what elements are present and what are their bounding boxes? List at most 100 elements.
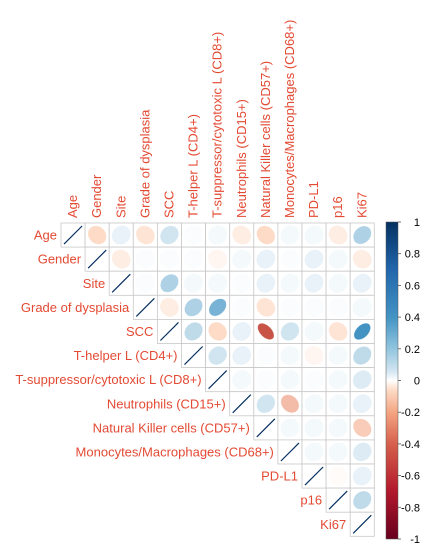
ellipse-8-12 [352,418,372,438]
ellipse-5-9 [280,345,300,366]
ellipse-10-11 [328,466,349,486]
ellipse-3-5 [184,298,203,317]
ellipse-0-5 [183,225,204,245]
ellipse-3-9 [280,297,300,318]
col-label-1: Gender [89,174,104,218]
row-label-7: Neutrophils (CD15+) [107,396,226,411]
diagonal-mark-12 [352,514,372,534]
colorbar-tick-label: -0.2 [401,407,420,419]
col-label-5: T-helper L (CD4+) [186,114,201,218]
ellipse-0-8 [256,225,276,245]
ellipse-8-9 [280,418,300,438]
row-label-6: T-suppressor/cytotoxic L (CD8+) [15,372,201,387]
ellipse-1-7 [231,249,252,269]
ellipse-0-3 [135,225,155,245]
ellipse-1-8 [256,249,276,269]
ellipse-11-12 [352,490,372,510]
diagonal-mark-7 [232,394,252,414]
ellipse-1-12 [352,249,372,269]
ellipse-0-11 [328,225,348,245]
ellipse-6-12 [352,370,372,390]
ellipse-2-10 [304,273,324,293]
ellipse-1-4 [159,249,180,270]
col-label-6: T-suppressor/cytotoxic L (CD8+) [210,32,225,218]
ellipse-2-11 [328,273,348,294]
ellipse-7-10 [304,393,324,414]
ellipse-2-8 [256,273,276,293]
diagonal-mark-6 [208,370,228,390]
ellipse-0-12 [353,225,372,245]
ellipse-2-12 [352,273,372,293]
diagonal-mark-2 [111,273,131,293]
diagonal-mark-1 [87,249,107,269]
ellipse-1-10 [304,249,324,269]
ellipse-1-6 [207,249,228,269]
diagonal-mark-4 [159,321,179,341]
colorbar-tick-label: 0.2 [405,344,420,356]
colorbar-tick-label: 1 [414,217,420,229]
ellipse-4-8 [257,323,275,340]
ellipse-6-10 [304,369,324,390]
ellipse-5-7 [232,345,252,366]
ellipse-4-6 [208,321,228,341]
ellipse-5-6 [208,346,228,366]
ellipse-10-12 [352,466,372,486]
ellipse-7-12 [352,394,372,414]
ellipse-8-11 [328,418,348,438]
colorbar-tick-label: 0.6 [405,280,420,292]
row-label-12: Ki67 [320,517,346,532]
col-label-10: PD-L1 [306,181,321,218]
colorbar-gradient [385,221,399,540]
ellipse-7-9 [280,394,300,413]
diagonal-mark-11 [328,490,348,510]
ellipse-9-11 [328,442,348,462]
row-label-8: Natural Killer cells (CD57+) [93,420,250,435]
ellipse-6-9 [280,369,300,390]
col-label-11: p16 [330,196,345,218]
colorbar-tick-label: 0 [414,376,420,388]
ellipse-3-7 [231,297,252,318]
ellipse-2-4 [160,274,179,293]
ellipse-6-8 [255,369,276,390]
ellipse-9-10 [304,442,324,462]
ellipse-9-12 [352,442,372,462]
row-label-1: Gender [38,252,82,267]
col-label-3: Grade of dysplasia [137,109,152,218]
row-label-5: T-helper L (CD4+) [74,348,178,363]
diagonal-mark-9 [280,442,300,462]
col-label-12: Ki67 [354,192,369,218]
col-label-0: Age [65,195,80,218]
ellipse-3-6 [208,298,227,317]
col-label-8: Natural Killer cells (CD57+) [258,61,273,218]
ellipse-6-11 [328,369,348,390]
ellipse-1-3 [135,249,156,270]
ellipse-3-8 [256,297,276,317]
row-label-10: PD-L1 [261,469,298,484]
ellipse-7-8 [256,394,276,414]
row-label-9: Monocytes/Macrophages (CD68+) [76,444,274,459]
ellipse-1-5 [183,249,204,270]
ellipse-4-12 [353,322,371,340]
ellipse-2-3 [135,273,156,294]
diagonal-mark-10 [304,466,324,486]
colorbar-tick-label: -0.4 [401,439,420,451]
ellipse-0-6 [207,225,228,245]
ellipse-4-10 [304,321,324,342]
col-label-7: Neutrophils (CD15+) [234,99,249,218]
ellipse-8-10 [304,418,324,438]
ellipse-0-7 [232,225,252,245]
ellipse-3-10 [304,297,324,318]
ellipse-0-2 [111,225,131,245]
colorbar-tick-label: 0.8 [405,249,420,261]
diagonal-mark-3 [135,297,155,317]
ellipse-2-9 [280,273,300,294]
row-label-4: SCC [126,324,153,339]
ellipse-4-11 [328,321,348,342]
ellipse-5-12 [352,346,372,365]
diagonal-mark-0 [63,225,83,245]
diagonal-mark-5 [184,346,204,366]
ellipse-2-7 [231,273,252,294]
ellipse-6-7 [231,369,252,390]
ellipse-5-11 [328,345,348,366]
